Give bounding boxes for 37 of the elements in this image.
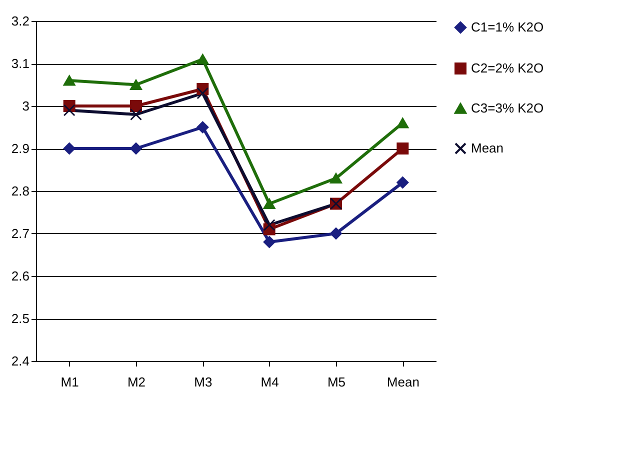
y-tick-label: 3 [22, 98, 30, 114]
point [196, 121, 209, 134]
x-tick-label: M1 [60, 374, 79, 390]
point [263, 236, 276, 248]
point [396, 142, 409, 154]
point [263, 219, 276, 231]
y-tick-label: 3.1 [11, 56, 30, 71]
point [130, 142, 142, 154]
x-tick-label: M2 [127, 374, 146, 390]
point [330, 172, 342, 184]
point [63, 75, 76, 86]
point [63, 142, 76, 154]
point [130, 100, 142, 112]
y-tick-label: 3.2 [11, 14, 30, 28]
point [396, 176, 409, 188]
y-tick-label: 2.8 [11, 184, 30, 198]
x-tick-label: Mean [386, 374, 420, 390]
y-tick-label: 2.5 [11, 311, 30, 326]
legend-label: C2=2% K2O [471, 60, 544, 76]
x-tick-label: M4 [260, 374, 279, 390]
legend-label: C1=1% K2O [471, 20, 544, 34]
point [263, 198, 276, 210]
point [196, 54, 209, 65]
point [396, 118, 409, 128]
point [130, 79, 142, 90]
point [63, 104, 76, 116]
y-tick-label: 2.7 [11, 226, 30, 241]
point [130, 108, 142, 120]
point [330, 228, 342, 240]
y-tick-label: 2.6 [11, 268, 30, 284]
point [196, 87, 209, 100]
legend-label: C3=3% K2O [471, 100, 544, 116]
y-tick-label: 2.4 [11, 354, 30, 368]
legend-label: Mean [471, 140, 504, 156]
x-tick-label: M3 [194, 374, 212, 390]
x-tick-label: M5 [327, 374, 346, 390]
y-tick-label: 2.9 [11, 141, 30, 156]
